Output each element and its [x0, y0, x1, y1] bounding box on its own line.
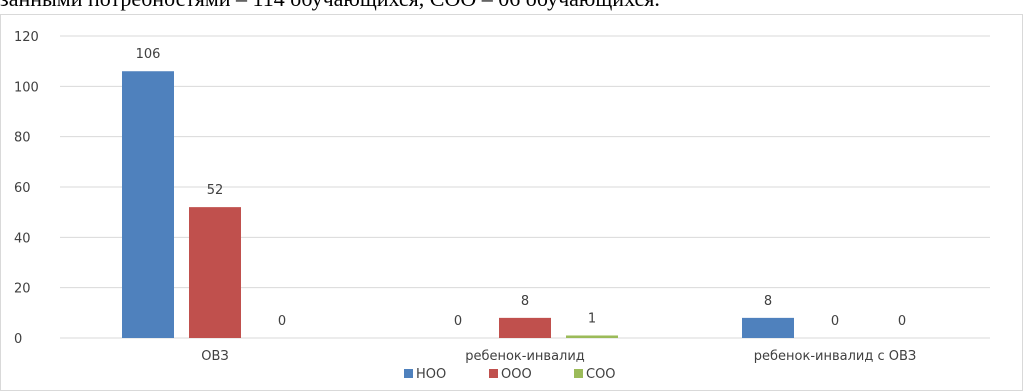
category-label: ребенок-инвалид с ОВЗ	[754, 349, 916, 364]
y-axis: 0 20 40 60 80 100 120	[14, 30, 39, 347]
category-label: ребенок-инвалид	[465, 349, 585, 364]
legend-label: НОО	[416, 367, 446, 382]
legend-swatch	[489, 369, 498, 378]
y-tick-label: 40	[14, 231, 31, 246]
y-tick-label: 120	[14, 30, 39, 45]
data-labels: 106 52 0 0 8 1 8 0 0	[136, 47, 907, 329]
document-text-line: занными потребностями – 114 обучающихся,…	[0, 0, 1024, 11]
legend: НОО ООО СОО	[404, 367, 616, 382]
bars	[122, 71, 794, 338]
bar	[499, 317, 551, 338]
legend-label: СОО	[586, 367, 616, 382]
legend-label: ООО	[501, 367, 532, 382]
bar	[122, 71, 174, 338]
y-tick-label: 60	[14, 181, 31, 196]
y-tick-label: 100	[14, 80, 39, 95]
y-tick-label: 0	[14, 332, 22, 347]
category-label: ОВЗ	[201, 349, 229, 364]
data-label: 0	[898, 314, 906, 329]
bar	[189, 207, 241, 338]
x-axis: ОВЗ ребенок-инвалид ребенок-инвалид с ОВЗ	[201, 349, 916, 364]
data-label: 0	[454, 314, 462, 329]
data-label: 0	[831, 314, 839, 329]
data-label: 1	[588, 311, 596, 326]
y-tick-label: 80	[14, 131, 31, 146]
bar	[742, 317, 794, 338]
bar	[566, 335, 618, 338]
data-label: 8	[521, 294, 529, 309]
data-label: 8	[764, 294, 772, 309]
legend-swatch	[574, 369, 583, 378]
legend-swatch	[404, 369, 413, 378]
data-label: 106	[136, 47, 161, 62]
y-tick-label: 20	[14, 282, 31, 297]
data-label: 52	[207, 183, 224, 198]
data-label: 0	[278, 314, 286, 329]
